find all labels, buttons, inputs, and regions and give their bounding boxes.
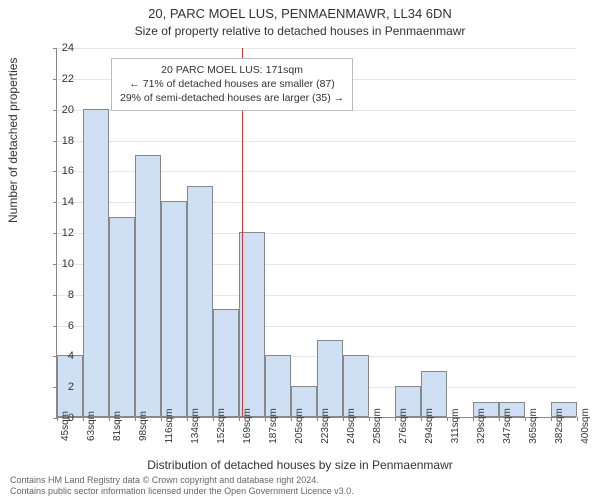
x-tick-mark <box>499 417 500 421</box>
gridline <box>57 141 576 142</box>
x-tick-label: 382sqm <box>554 408 565 444</box>
histogram-bar <box>187 186 213 417</box>
gridline <box>57 48 576 49</box>
x-tick-label: 205sqm <box>294 408 305 444</box>
callout-line: 29% of semi-detached houses are larger (… <box>120 91 344 105</box>
x-tick-mark <box>395 417 396 421</box>
x-tick-label: 347sqm <box>502 408 513 444</box>
x-tick-label: 81sqm <box>112 411 123 441</box>
x-tick-mark <box>343 417 344 421</box>
y-tick-label: 18 <box>50 135 74 147</box>
x-tick-label: 223sqm <box>320 408 331 444</box>
x-tick-label: 311sqm <box>450 409 461 444</box>
y-tick-label: 8 <box>50 289 74 301</box>
histogram-bar <box>213 309 239 417</box>
x-tick-mark <box>161 417 162 421</box>
histogram-bar <box>109 217 135 417</box>
x-tick-label: 187sqm <box>268 408 279 444</box>
x-tick-label: 169sqm <box>242 408 253 444</box>
histogram-bar <box>239 232 265 417</box>
x-tick-label: 365sqm <box>528 408 539 444</box>
histogram-bar <box>135 155 161 417</box>
y-tick-label: 16 <box>50 165 74 177</box>
histogram-bar <box>161 201 187 417</box>
x-tick-mark <box>239 417 240 421</box>
x-tick-label: 294sqm <box>424 408 435 444</box>
y-tick-label: 12 <box>50 227 74 239</box>
x-tick-label: 276sqm <box>398 408 409 444</box>
y-tick-label: 2 <box>50 381 74 393</box>
x-tick-label: 258sqm <box>372 408 383 444</box>
x-tick-label: 152sqm <box>216 408 227 444</box>
plot-area: 45sqm63sqm81sqm98sqm116sqm134sqm152sqm16… <box>56 48 576 418</box>
chart-title: 20, PARC MOEL LUS, PENMAENMAWR, LL34 6DN <box>0 6 600 21</box>
footer-line-1: Contains HM Land Registry data © Crown c… <box>10 475 354 486</box>
x-tick-mark <box>83 417 84 421</box>
x-tick-mark <box>577 417 578 421</box>
x-tick-mark <box>551 417 552 421</box>
callout-line: ← 71% of detached houses are smaller (87… <box>120 77 344 91</box>
y-tick-label: 20 <box>50 104 74 116</box>
x-tick-label: 98sqm <box>138 411 149 441</box>
x-tick-label: 116sqm <box>164 409 175 444</box>
x-tick-label: 329sqm <box>476 408 487 444</box>
histogram-bar <box>83 109 109 417</box>
x-tick-label: 240sqm <box>346 408 357 444</box>
x-tick-mark <box>265 417 266 421</box>
footer-line-2: Contains public sector information licen… <box>10 486 354 497</box>
y-tick-label: 6 <box>50 320 74 332</box>
y-tick-label: 4 <box>50 350 74 362</box>
x-tick-mark <box>447 417 448 421</box>
chart-subtitle: Size of property relative to detached ho… <box>0 24 600 38</box>
x-axis-label: Distribution of detached houses by size … <box>0 458 600 472</box>
x-tick-mark <box>213 417 214 421</box>
x-tick-mark <box>109 417 110 421</box>
callout-line: 20 PARC MOEL LUS: 171sqm <box>120 63 344 77</box>
footer-text: Contains HM Land Registry data © Crown c… <box>10 475 354 497</box>
x-tick-mark <box>525 417 526 421</box>
x-tick-mark <box>369 417 370 421</box>
x-tick-label: 134sqm <box>190 408 201 444</box>
y-tick-label: 22 <box>50 73 74 85</box>
x-tick-mark <box>317 417 318 421</box>
chart-container: 20, PARC MOEL LUS, PENMAENMAWR, LL34 6DN… <box>0 0 600 500</box>
x-tick-mark <box>187 417 188 421</box>
x-tick-mark <box>421 417 422 421</box>
y-tick-label: 0 <box>50 412 74 424</box>
y-tick-label: 14 <box>50 196 74 208</box>
x-tick-mark <box>135 417 136 421</box>
y-tick-label: 24 <box>50 42 74 54</box>
histogram-bar <box>317 340 343 417</box>
x-tick-label: 400sqm <box>580 408 591 444</box>
x-tick-label: 63sqm <box>86 411 97 441</box>
y-tick-label: 10 <box>50 258 74 270</box>
y-axis-label: Number of detached properties <box>6 58 20 223</box>
callout-box: 20 PARC MOEL LUS: 171sqm← 71% of detache… <box>111 58 353 111</box>
x-tick-mark <box>291 417 292 421</box>
x-tick-mark <box>473 417 474 421</box>
